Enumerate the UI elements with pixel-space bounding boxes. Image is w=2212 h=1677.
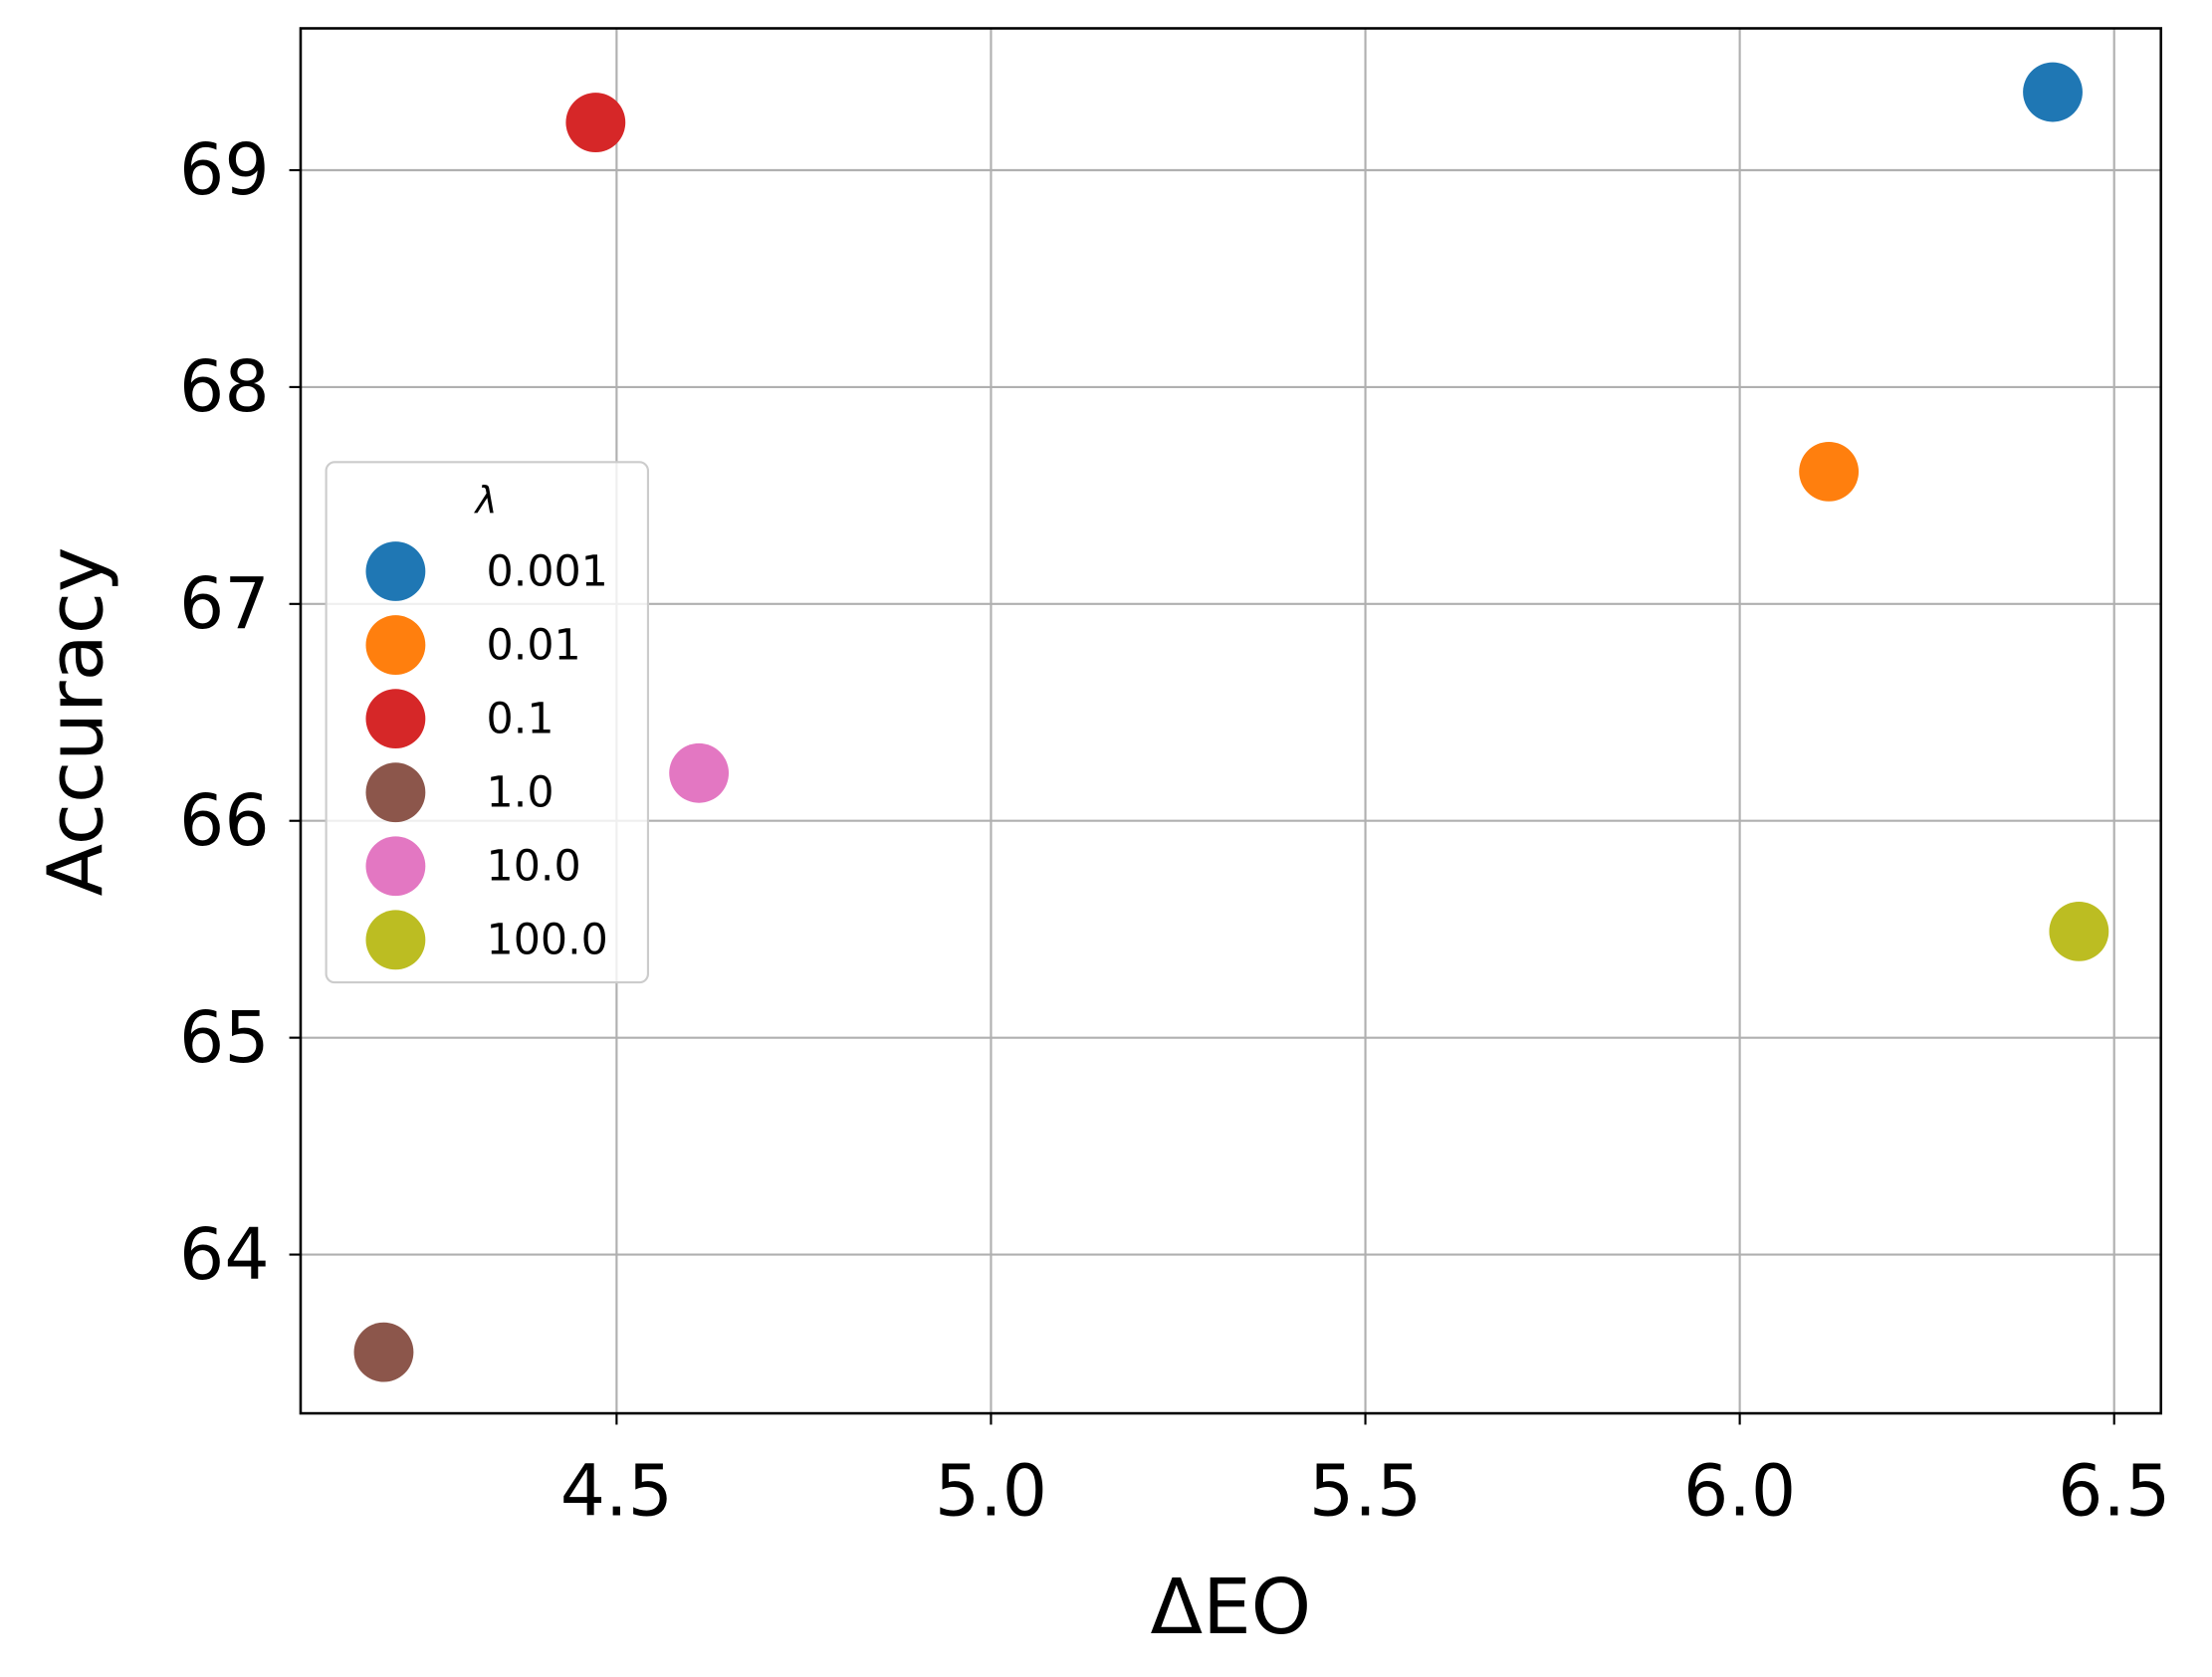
legend-marker <box>365 762 426 823</box>
plot-frame <box>299 27 2162 1415</box>
y-tick-label: 64 <box>179 1213 270 1296</box>
legend-marker <box>365 689 426 749</box>
legend-marker <box>365 541 426 601</box>
point <box>2049 901 2109 961</box>
legend-title: λ <box>474 480 498 523</box>
y-tick-label: 66 <box>179 779 270 862</box>
x-tick-label: 4.5 <box>560 1450 673 1533</box>
x-tick-label: 5.0 <box>935 1450 1047 1533</box>
x-tick-label: 6.0 <box>1683 1450 1796 1533</box>
point <box>565 93 626 152</box>
x-axis-label: ΔEO <box>1150 1564 1311 1652</box>
legend-label: 10.0 <box>487 842 581 892</box>
legend-label: 100.0 <box>487 916 608 965</box>
y-tick-label: 67 <box>179 562 270 645</box>
legend-label: 0.1 <box>487 694 554 743</box>
legend-marker <box>365 615 426 675</box>
y-tick-label: 69 <box>179 128 270 211</box>
y-tick-label: 68 <box>179 345 270 428</box>
legend-marker <box>365 910 426 970</box>
point <box>353 1322 414 1382</box>
y-axis-label: Accuracy <box>33 546 121 896</box>
point <box>1799 441 1860 502</box>
x-tick-label: 5.5 <box>1309 1450 1422 1533</box>
point <box>2023 62 2083 122</box>
legend-label: 0.01 <box>487 620 581 670</box>
x-tick-label: 6.5 <box>2058 1450 2170 1533</box>
legend-label: 0.001 <box>487 546 608 596</box>
y-tick-label: 65 <box>179 996 270 1079</box>
legend-label: 1.0 <box>487 767 554 817</box>
point <box>669 742 730 803</box>
legend-marker <box>365 836 426 897</box>
